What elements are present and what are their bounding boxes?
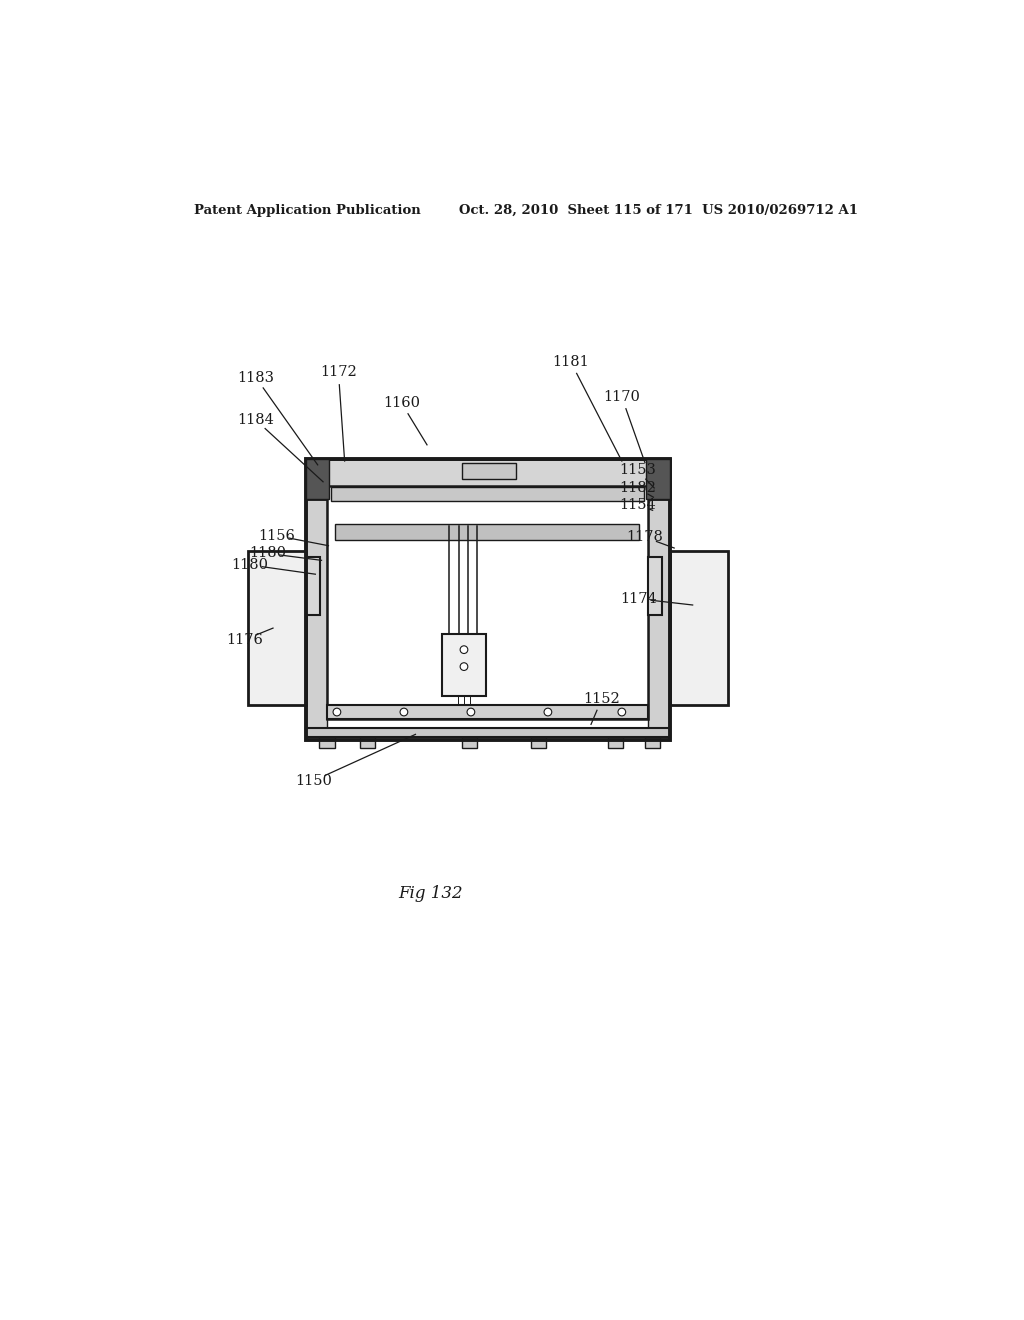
Bar xyxy=(648,499,670,739)
Bar xyxy=(608,738,624,748)
Text: 1170: 1170 xyxy=(603,391,640,404)
Bar xyxy=(531,738,547,748)
Bar xyxy=(331,487,644,502)
Bar xyxy=(648,557,662,615)
Bar xyxy=(306,459,670,499)
Bar xyxy=(306,729,670,738)
Bar xyxy=(306,459,330,499)
Text: 1153: 1153 xyxy=(618,463,655,478)
Circle shape xyxy=(333,708,341,715)
Bar xyxy=(360,738,376,748)
Text: 1181: 1181 xyxy=(553,355,590,370)
Bar xyxy=(248,552,306,705)
Circle shape xyxy=(460,645,468,653)
Text: 1156: 1156 xyxy=(258,529,295,543)
Bar xyxy=(306,459,670,739)
Text: Oct. 28, 2010  Sheet 115 of 171  US 2010/0269712 A1: Oct. 28, 2010 Sheet 115 of 171 US 2010/0… xyxy=(459,205,857,218)
Text: 1150: 1150 xyxy=(295,774,332,788)
Bar xyxy=(327,705,648,719)
Circle shape xyxy=(400,708,408,715)
Bar xyxy=(670,552,728,705)
Text: 1182: 1182 xyxy=(618,480,655,495)
Bar xyxy=(646,459,670,499)
Bar xyxy=(327,486,648,719)
Text: 1176: 1176 xyxy=(226,632,263,647)
Text: 1172: 1172 xyxy=(321,366,356,379)
Circle shape xyxy=(544,708,552,715)
Bar xyxy=(462,462,515,479)
Text: 1160: 1160 xyxy=(383,396,420,411)
Circle shape xyxy=(467,708,475,715)
Circle shape xyxy=(460,663,468,671)
Bar xyxy=(335,524,639,540)
Text: Patent Application Publication: Patent Application Publication xyxy=(194,205,421,218)
Text: 1184: 1184 xyxy=(238,413,274,428)
Text: 1180: 1180 xyxy=(249,546,286,561)
Text: Fig 132: Fig 132 xyxy=(398,886,463,903)
Text: 1180: 1180 xyxy=(231,558,268,572)
Bar xyxy=(319,738,335,748)
Bar xyxy=(442,635,485,696)
Text: 1178: 1178 xyxy=(627,531,664,544)
Text: 1183: 1183 xyxy=(238,371,274,385)
Text: 1154: 1154 xyxy=(618,498,655,512)
Bar xyxy=(306,459,670,499)
Bar xyxy=(645,738,660,748)
Text: 1174: 1174 xyxy=(621,591,657,606)
Bar xyxy=(306,499,327,739)
Circle shape xyxy=(617,708,626,715)
Bar xyxy=(462,738,477,748)
Text: 1152: 1152 xyxy=(584,692,621,706)
Bar xyxy=(306,557,319,615)
